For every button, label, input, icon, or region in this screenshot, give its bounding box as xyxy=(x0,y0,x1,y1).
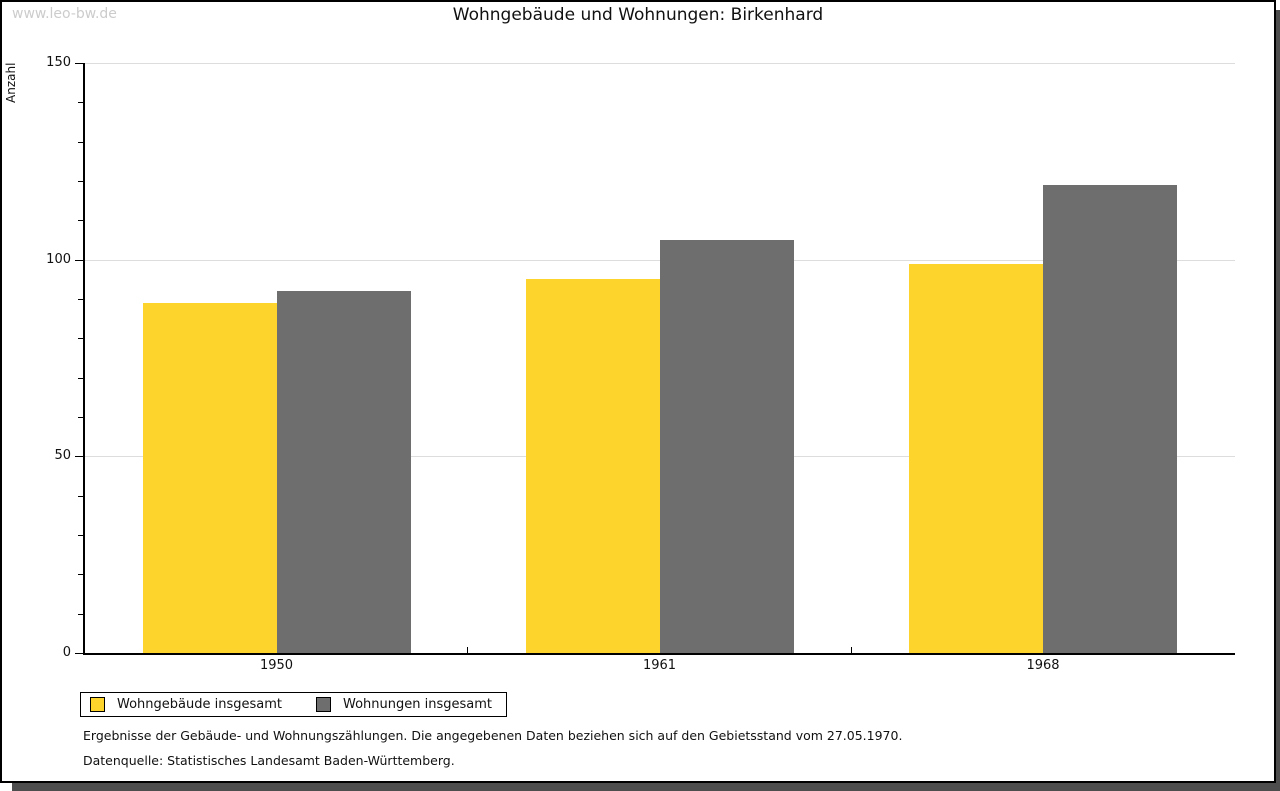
window-shadow-right xyxy=(1276,10,1280,791)
major-ytick-50 xyxy=(75,456,83,458)
minor-ytick-140 xyxy=(78,102,83,104)
minor-ytick-70 xyxy=(78,377,83,379)
major-ytick-100 xyxy=(75,259,83,261)
bar-1968-series1 xyxy=(909,263,1043,653)
x-tick-label-1961: 1961 xyxy=(642,658,677,673)
legend-item-1: Wohngebäude insgesamt xyxy=(90,697,282,712)
major-ytick-0 xyxy=(75,653,83,654)
minor-ytick-30 xyxy=(78,535,83,536)
bar-1950-series2 xyxy=(276,291,411,653)
minor-ytick-40 xyxy=(78,495,83,497)
minor-ytick-60 xyxy=(78,417,83,418)
legend-swatch-icon xyxy=(316,697,331,712)
x-tick-label-1950: 1950 xyxy=(259,658,294,673)
bar-1961-series2 xyxy=(659,240,794,653)
footnote-datasource: Datenquelle: Statistisches Landesamt Bad… xyxy=(83,753,455,768)
bar-1961-series1 xyxy=(525,279,660,653)
legend-label: Wohngebäude insgesamt xyxy=(117,697,282,712)
chart-title: Wohngebäude und Wohnungen: Birkenhard xyxy=(452,5,824,25)
y-tick-label-0: 0 xyxy=(62,645,71,660)
y-tick-label-50: 50 xyxy=(54,448,71,464)
legend-item-2: Wohnungen insgesamt xyxy=(316,697,492,712)
minor-ytick-10 xyxy=(78,613,83,615)
gridline-y150 xyxy=(85,63,1235,64)
minor-ytick-20 xyxy=(78,574,83,576)
minor-ytick-120 xyxy=(78,181,83,182)
bar-1950-series1 xyxy=(142,302,277,653)
minor-ytick-90 xyxy=(78,299,83,300)
legend-swatch-icon xyxy=(90,697,105,712)
x-divider-tick-1 xyxy=(467,647,468,653)
plot-area: 0 50 100 150 1950 1961 1968 xyxy=(46,55,1235,673)
y-axis-label: Anzahl xyxy=(4,62,18,104)
minor-ytick-110 xyxy=(78,220,83,222)
legend-label: Wohnungen insgesamt xyxy=(343,697,492,712)
major-ytick-150 xyxy=(75,63,83,64)
x-tick-label-1968: 1968 xyxy=(1026,658,1060,673)
minor-ytick-130 xyxy=(78,141,83,143)
watermark: www.leo-bw.de xyxy=(12,6,117,22)
window-shadow-bottom xyxy=(12,783,1280,791)
x-divider-tick-2 xyxy=(851,647,852,653)
bar-1968-series2 xyxy=(1043,184,1177,653)
minor-ytick-80 xyxy=(78,338,83,340)
legend: Wohngebäude insgesamt Wohnungen insgesamt xyxy=(80,692,507,717)
y-tick-label-100: 100 xyxy=(46,251,71,267)
y-tick-label-150: 150 xyxy=(46,55,71,70)
footnote-source-note: Ergebnisse der Gebäude- und Wohnungszähl… xyxy=(83,728,903,743)
